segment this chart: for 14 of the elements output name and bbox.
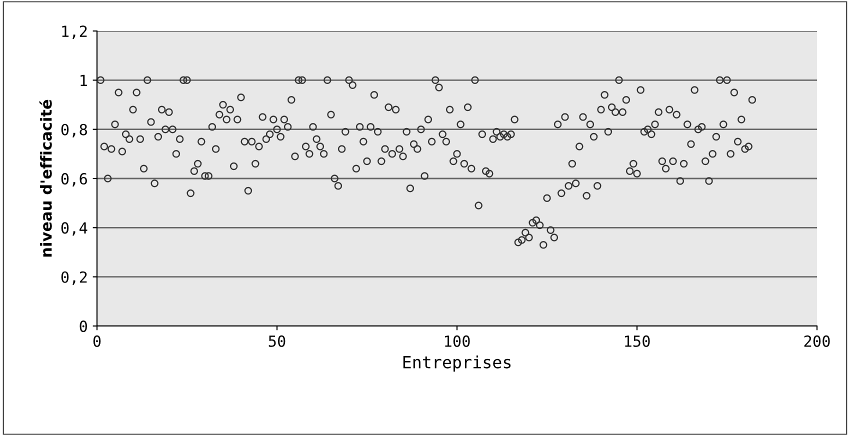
y-tick-label: 1	[80, 74, 87, 86]
x-tick-label: 0	[93, 335, 101, 347]
x-tick-label: 150	[625, 335, 650, 347]
x-axis-title: Entreprises	[403, 356, 511, 372]
y-axis-title: niveau d'efficacité	[39, 100, 52, 257]
x-tick-label: 200	[804, 335, 830, 347]
y-tick-label: 0,4	[61, 222, 88, 236]
y-tick-label: 0	[80, 320, 87, 332]
y-tick-label: 1,2	[62, 26, 87, 39]
y-tick-label: 0,8	[61, 124, 87, 138]
y-tick-label: 0,2	[61, 271, 87, 285]
x-tick-label: 100	[445, 335, 470, 347]
y-tick-label: 0,6	[61, 173, 87, 186]
x-tick-label: 50	[268, 335, 286, 347]
